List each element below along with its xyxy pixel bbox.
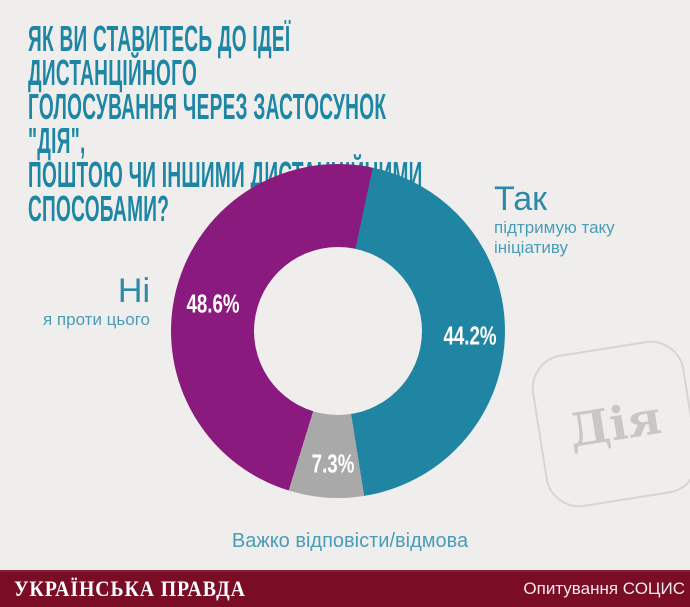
title-line-4: СПОСОБАМИ? [28, 188, 170, 229]
title-line-1: ЯК ВИ СТАВИТЕСЬ ДО ІДЕЇ ДИСТАНЦІЙНОГО [28, 18, 291, 93]
diia-app-badge: Дія [526, 335, 690, 513]
legend-yes: Так підтримую таку ініціативу [494, 180, 622, 258]
donut-hole [254, 247, 422, 415]
percent-label-no: 48.6% [186, 288, 240, 319]
legend-yes-title: Так [494, 180, 548, 218]
donut-chart [171, 164, 505, 498]
legend-no-title: Ні [117, 272, 150, 310]
legend-neutral: Важко відповісти/відмова [231, 530, 469, 552]
page-title: ЯК ВИ СТАВИТЕСЬ ДО ІДЕЇ ДИСТАНЦІЙНОГО ГО… [28, 18, 441, 229]
poll-source-credit: Опитування СОЦИС [523, 578, 685, 598]
ukrainska-pravda-logo: УКРАЇНСЬКА ПРАВДА [14, 575, 246, 601]
percent-label-neutral: 7.3% [311, 448, 355, 479]
percent-label-yes: 44.2% [443, 320, 497, 351]
diia-logo-text: Дія [565, 390, 665, 458]
footer-bar: УКРАЇНСЬКА ПРАВДА Опитування СОЦИС [0, 570, 690, 607]
title-line-2: ГОЛОСУВАННЯ ЧЕРЕЗ ЗАСТОСУНОК "ДІЯ", [28, 86, 387, 161]
legend-no-subtitle: я проти цього [42, 310, 150, 329]
legend-no: Ні я проти цього [43, 272, 150, 330]
legend-yes-subtitle: підтримую таку ініціативу [494, 218, 615, 257]
